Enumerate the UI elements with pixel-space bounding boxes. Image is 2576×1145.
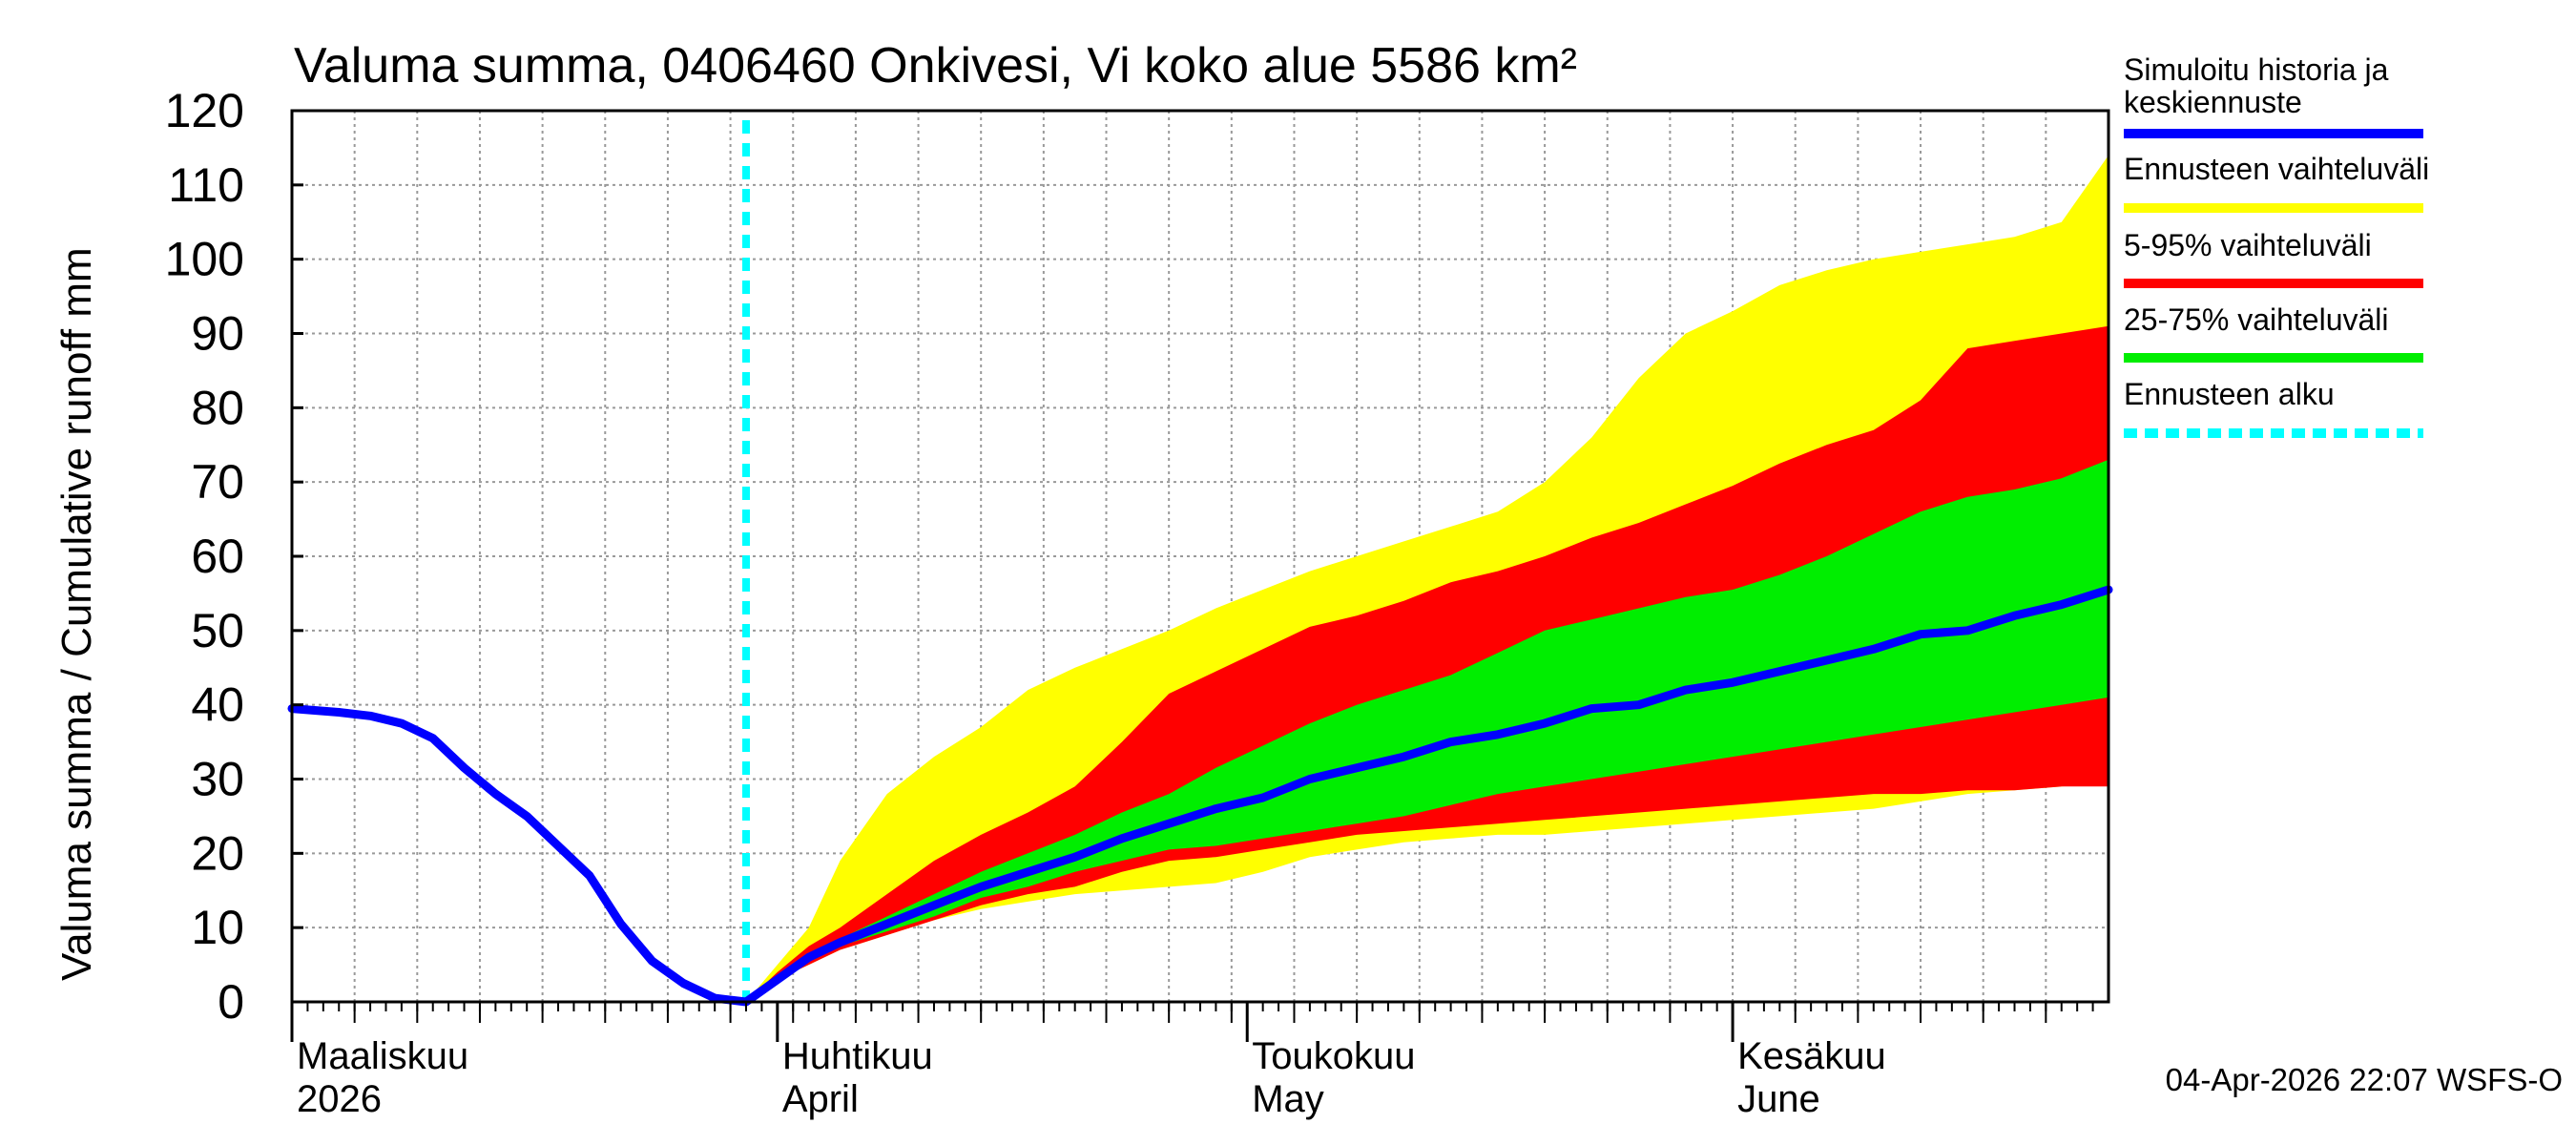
y-tick-label: 40 (191, 678, 244, 732)
x-month-sublabel: June (1737, 1078, 1820, 1120)
chart-title: Valuma summa, 0406460 Onkivesi, Vi koko … (294, 38, 1577, 94)
x-month-label: Huhtikuu (782, 1035, 933, 1077)
y-tick-label: 60 (191, 530, 244, 583)
y-tick-label: 20 (191, 826, 244, 880)
series-lines (287, 120, 2113, 1007)
y-tick-label: 90 (191, 307, 244, 361)
legend-label: 25-75% vaihteluväli (2124, 302, 2389, 337)
x-month-label: Maaliskuu (297, 1035, 468, 1077)
x-month-sublabel: April (782, 1078, 859, 1120)
x-month-label: Toukokuu (1252, 1035, 1415, 1077)
y-tick-label: 70 (191, 455, 244, 509)
y-tick-label: 0 (218, 975, 244, 1029)
footer-timestamp: 04-Apr-2026 22:07 WSFS-O (2166, 1062, 2563, 1097)
legend-label: 5-95% vaihteluväli (2124, 228, 2372, 262)
forecast-bands (746, 155, 2109, 1002)
y-tick-label: 50 (191, 604, 244, 657)
y-axis: 0 10 20 30 40 50 60 70 80 90 100 110 120 (165, 84, 303, 1029)
y-axis-label: Valuma summa / Cumulative runoff mm (53, 247, 100, 981)
median-line (287, 585, 2113, 1007)
legend-label: Simuloitu historia ja (2124, 52, 2389, 87)
y-tick-label: 110 (168, 158, 244, 212)
y-tick-label: 30 (191, 753, 244, 806)
band-25-75 (746, 459, 2109, 1002)
legend-label: Ennusteen alku (2124, 377, 2335, 411)
x-month-label: Kesäkuu (1737, 1035, 1886, 1077)
y-tick-label: 120 (165, 84, 244, 137)
y-tick-label: 80 (191, 381, 244, 434)
x-month-sublabel: May (1252, 1078, 1324, 1120)
y-tick-label: 10 (191, 901, 244, 954)
x-month-sublabel: 2026 (297, 1078, 382, 1120)
y-tick-label: 100 (165, 233, 244, 286)
legend-label: Ennusteen vaihteluväli (2124, 152, 2429, 186)
legend-label: keskiennuste (2124, 85, 2302, 119)
